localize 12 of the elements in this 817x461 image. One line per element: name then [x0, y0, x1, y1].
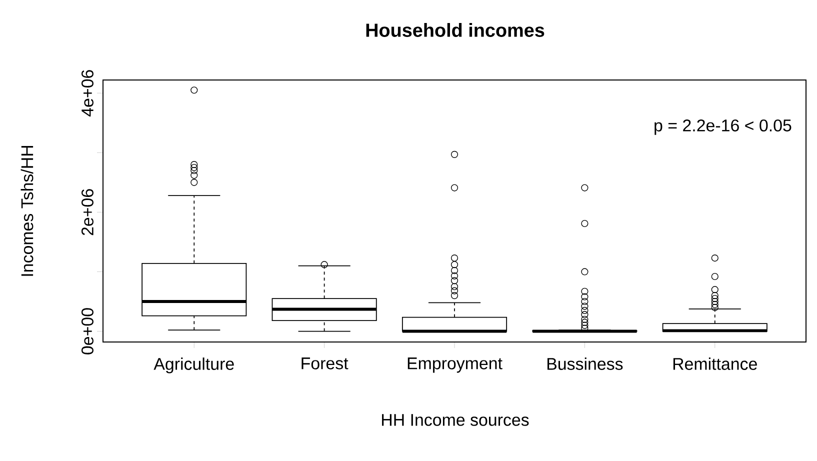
- x-tick-label: Agriculture: [154, 358, 234, 374]
- x-tick-label: Emproyment: [408, 358, 502, 373]
- chart-title: Household incomes: [366, 23, 544, 37]
- x-tick-label: Forest: [302, 358, 348, 370]
- x-tick-label: Remittance: [673, 358, 757, 370]
- annotation: p = 2.2e-16 < 0.05: [654, 119, 792, 135]
- y-tick-label: 4e+06: [81, 70, 94, 116]
- x-axis-title: HH Income sources: [382, 414, 529, 426]
- x-tick-label: Bussiness: [547, 358, 623, 370]
- y-tick-label: 2e+06: [81, 189, 94, 236]
- y-axis-title: Incomes Tshs/HH: [20, 146, 34, 276]
- y-tick-label: 0e+00: [81, 308, 94, 354]
